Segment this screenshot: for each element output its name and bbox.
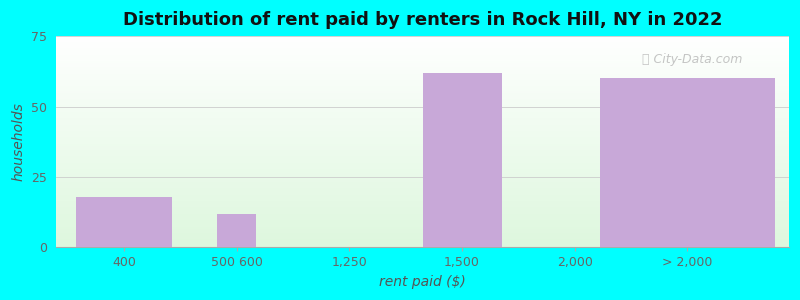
Y-axis label: households: households — [11, 102, 25, 181]
Bar — [217, 214, 257, 247]
Text: ⓘ City-Data.com: ⓘ City-Data.com — [642, 53, 742, 66]
Bar — [76, 196, 172, 247]
Title: Distribution of rent paid by renters in Rock Hill, NY in 2022: Distribution of rent paid by renters in … — [123, 11, 722, 29]
X-axis label: rent paid ($): rent paid ($) — [379, 275, 466, 289]
Bar — [600, 78, 775, 247]
Bar — [422, 73, 502, 247]
